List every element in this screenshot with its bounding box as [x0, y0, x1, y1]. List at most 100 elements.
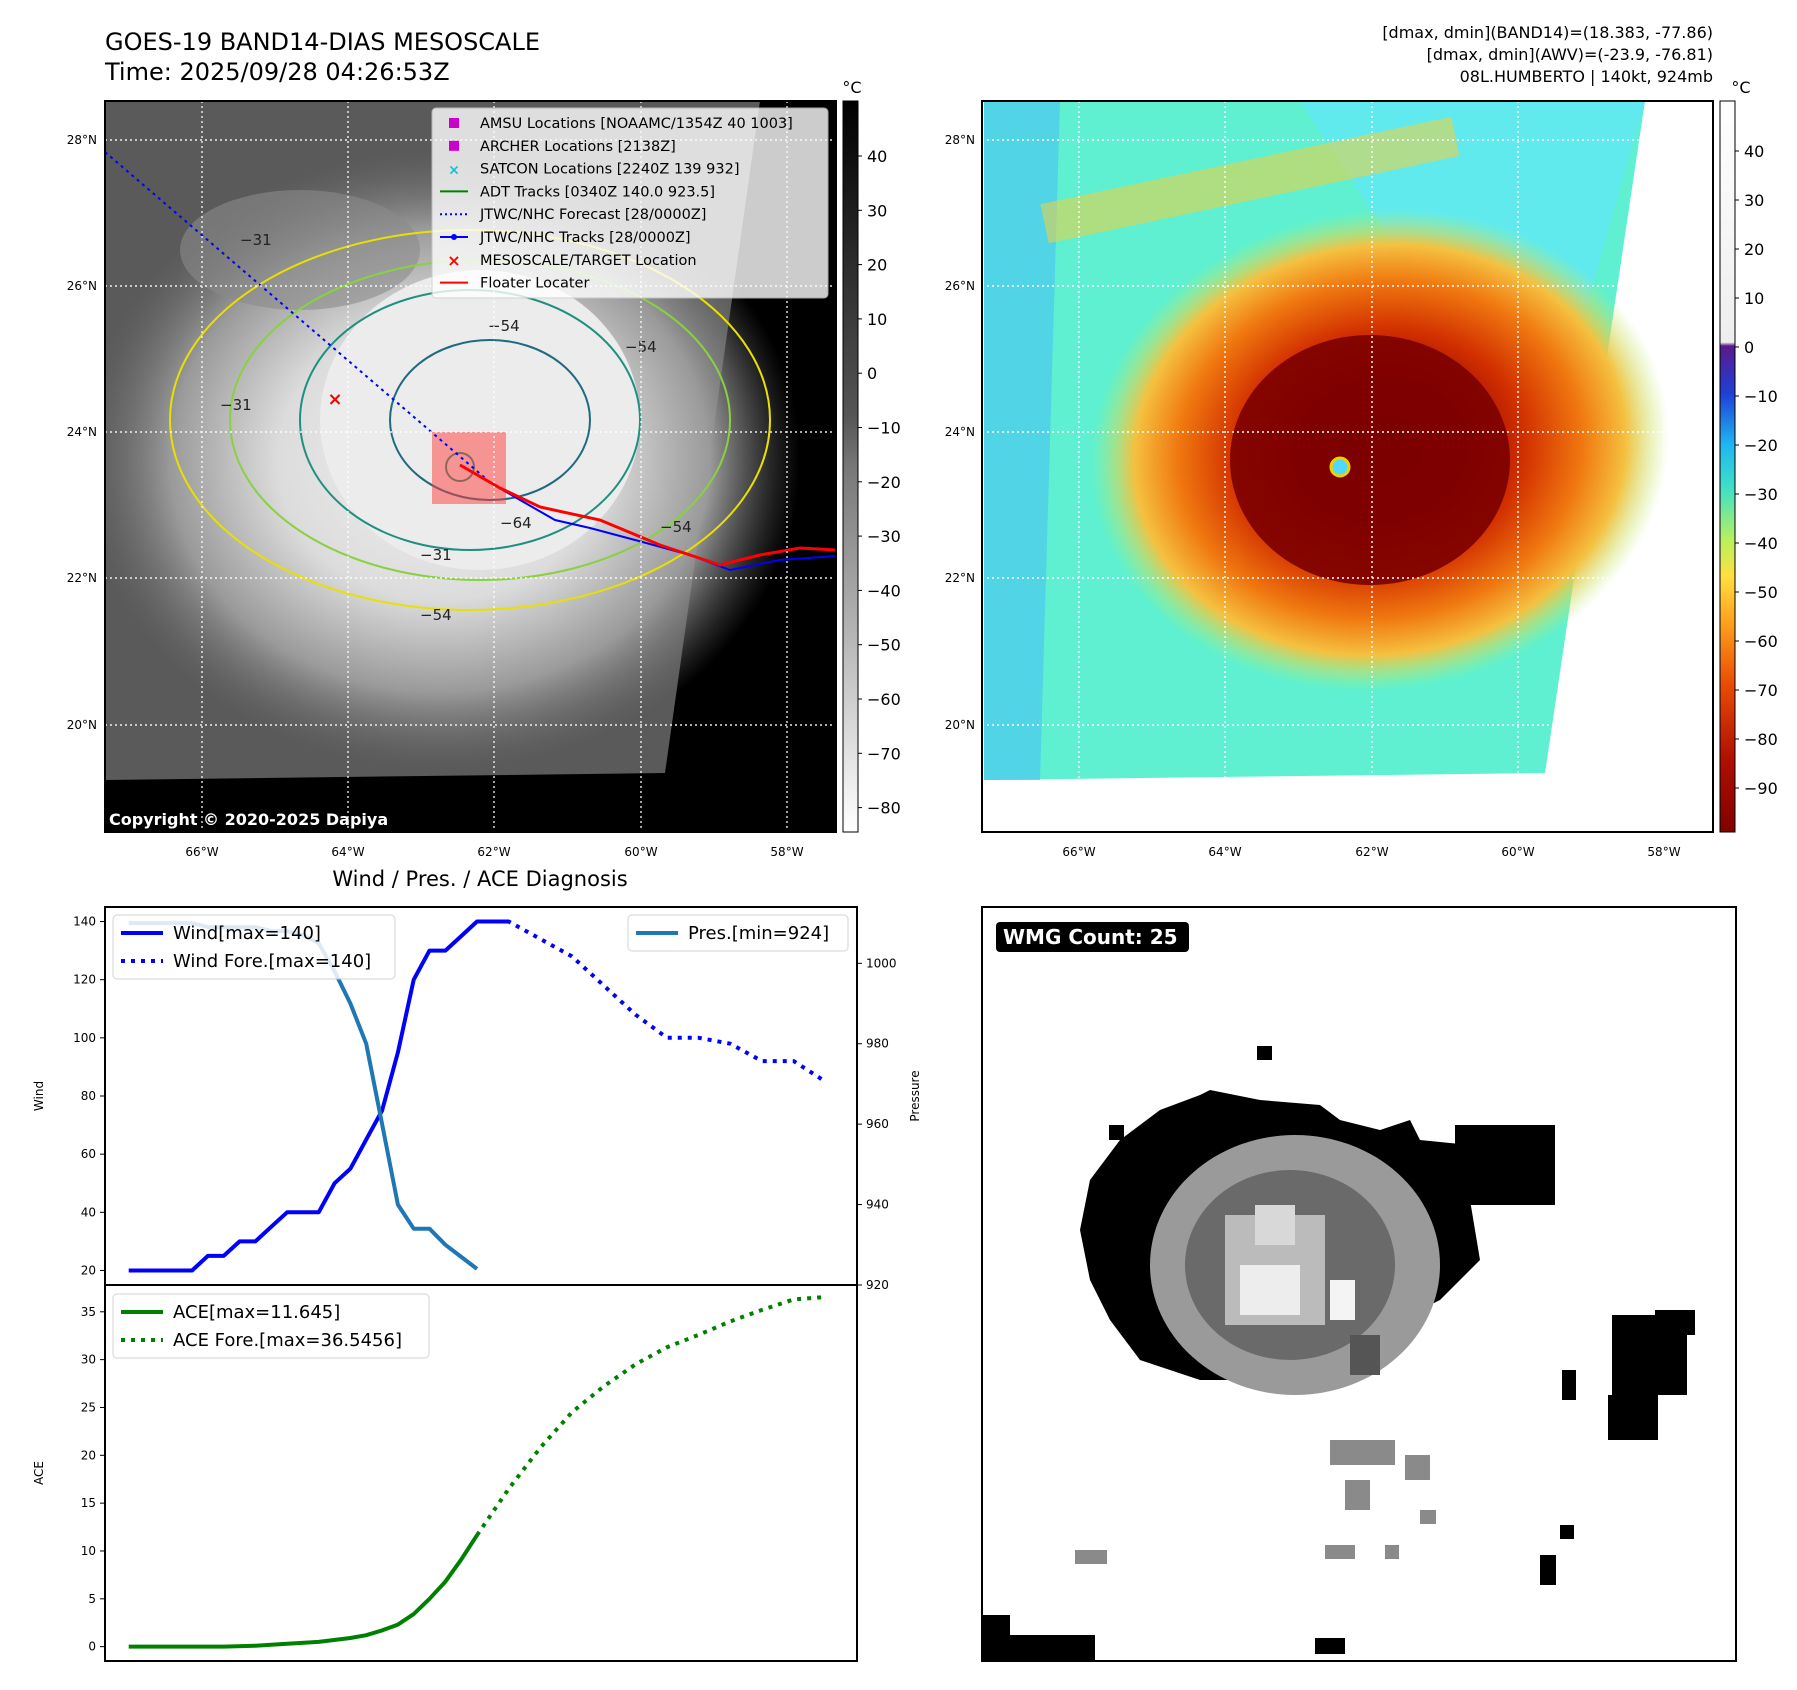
series-line-ace-fore-: [475, 1295, 826, 1537]
legend-marker: ×: [448, 163, 460, 179]
svg-text:64°W: 64°W: [331, 845, 364, 859]
svg-text:62°W: 62°W: [477, 845, 510, 859]
series-line-wind: [128, 919, 509, 1273]
colorbar-tick-label: −60: [867, 690, 901, 709]
svg-text:−54: −54: [660, 518, 692, 536]
y-tick-label: 10: [81, 1544, 96, 1558]
figure-title: GOES-19 BAND14-DIAS MESOSCALE: [105, 28, 540, 56]
colorbar-tick-label: −60: [1744, 632, 1778, 651]
svg-text:60°W: 60°W: [1501, 845, 1534, 859]
y-tick-label: 15: [81, 1496, 96, 1510]
mesoscale-target-box: [432, 432, 506, 504]
colorbar-tick-label: −90: [1744, 779, 1778, 798]
legend-label: ACE Fore.[max=36.5456]: [173, 1330, 402, 1351]
y-tick-label: 5: [88, 1592, 96, 1606]
y-tick-label: 0: [88, 1640, 96, 1654]
y-tick-label: 40: [81, 1205, 96, 1219]
svg-text:66°W: 66°W: [185, 845, 218, 859]
colorbar-tick-label: 10: [867, 310, 887, 329]
info-band14: [dmax, dmin](BAND14)=(18.383, -77.86): [1382, 23, 1713, 42]
colorbar-tick-label: −10: [1744, 387, 1778, 406]
colorbar-tick-label: 0: [1744, 338, 1754, 357]
y-right-tick-label: 980: [866, 1037, 889, 1051]
colorbar-tick-label: −70: [867, 744, 901, 763]
legend-label: Wind Fore.[max=140]: [173, 951, 371, 972]
colorbar-tick-label: 30: [1744, 191, 1764, 210]
colorbar-tick-label: −70: [1744, 681, 1778, 700]
svg-text:58°W: 58°W: [770, 845, 803, 859]
legend-label: Pres.[min=924]: [688, 923, 829, 944]
svg-text:24°N: 24°N: [945, 425, 975, 439]
svg-text:64°W: 64°W: [1208, 845, 1241, 859]
ace-chart: 0 5 10 15 20 25 30 35 ACE ACE[max=11.645] ACE Fore…: [32, 1284, 858, 1662]
legend-box: [112, 914, 396, 980]
wind-pressure-chart: 20 40 60 80 100 120 140 920 940 960 980 1000 Pressur…: [32, 906, 922, 1292]
svg-text:20°N: 20°N: [945, 718, 975, 732]
y-tick-label: 30: [81, 1353, 96, 1367]
svg-text:−31: −31: [240, 231, 272, 249]
colorbar-tick-label: 10: [1744, 289, 1764, 308]
svg-text:−64: −64: [500, 514, 532, 532]
svg-text:28°N: 28°N: [945, 133, 975, 147]
legend-box: [112, 1293, 430, 1359]
legend-label: ACE[max=11.645]: [173, 1302, 340, 1323]
y-tick-label: 60: [81, 1147, 96, 1161]
y-tick-label: 80: [81, 1089, 96, 1103]
diagnosis-title: Wind / Pres. / ACE Diagnosis: [332, 867, 627, 891]
awv-colorbar: °C 40 30 20 10 0 −10 −20 −30 −40 −50 −60 −70 −80 −90: [1719, 78, 1778, 833]
awv-gridlines: [982, 101, 1713, 832]
ir-colorbar: °C 40 30 20 10 0 −10 −20 −30 −40 −50 −60 −70 −80: [842, 78, 901, 833]
legend-label: Floater Locater: [480, 276, 589, 292]
wmg-panel: WMG Count: 25: [981, 906, 1737, 1662]
y-tick-label: 100: [73, 1031, 96, 1045]
colorbar-tick-label: −40: [1744, 534, 1778, 553]
svg-text:−31: −31: [420, 546, 452, 564]
legend-label: Wind[max=140]: [173, 923, 321, 944]
y-right-tick-label: 1000: [866, 956, 897, 970]
awv-eye: [1329, 456, 1351, 478]
colorbar-tick-label: 20: [867, 256, 887, 275]
legend-marker: ×: [447, 251, 460, 270]
y-axis-label: Wind: [32, 1081, 46, 1111]
legend-label: ADT Tracks [0340Z 140.0 923.5]: [480, 184, 715, 200]
colorbar-tick-label: −80: [1744, 730, 1778, 749]
colorbar-tick-label: −30: [1744, 485, 1778, 504]
colorbar-tick-label: −20: [867, 473, 901, 492]
legend-label: ARCHER Locations [2138Z]: [480, 139, 676, 155]
y-right-axis-label: Pressure: [908, 1070, 922, 1121]
info-storm: 08L.HUMBERTO | 140kt, 924mb: [1460, 67, 1713, 86]
legend-box: [627, 914, 849, 952]
colorbar-tick-label: −40: [867, 581, 901, 600]
svg-text:26°N: 26°N: [945, 279, 975, 293]
plot-frame: [104, 1284, 858, 1662]
legend-marker: [451, 234, 457, 240]
y-tick-label: 25: [81, 1400, 96, 1414]
colorbar-tick-label: 40: [867, 147, 887, 166]
colorbar-tick-label: −50: [1744, 583, 1778, 602]
ir-lon-labels: 66°W 64°W 62°W 60°W 58°W: [185, 845, 803, 859]
colorbar-tick-label: −20: [1744, 436, 1778, 455]
colorbar-tick-label: −10: [867, 419, 901, 438]
y-tick-label: 35: [81, 1305, 96, 1319]
awv-lat-labels: 28°N 26°N 24°N 22°N 20°N: [945, 133, 975, 732]
info-awv: [dmax, dmin](AWV)=(-23.9, -76.81): [1427, 45, 1713, 64]
colorbar-tick-label: −50: [867, 636, 901, 655]
legend-label: JTWC/NHC Forecast [28/0000Z]: [479, 207, 706, 223]
series-line-ace: [128, 1534, 479, 1649]
colorbar-tick-label: 40: [1744, 142, 1764, 161]
svg-text:62°W: 62°W: [1355, 845, 1388, 859]
svg-text:°C: °C: [1731, 78, 1750, 97]
copyright-text: Copyright © 2020-2025 Dapiya: [109, 810, 388, 829]
ir-legend: AMSU Locations [NOAAMC/1354Z 40 1003] ARC…: [431, 107, 829, 299]
floater-locater-line: [459, 463, 836, 567]
y-right-tick-label: 920: [866, 1278, 889, 1292]
svg-text:26°N: 26°N: [67, 279, 97, 293]
awv-lon-labels: 66°W 64°W 62°W 60°W 58°W: [1062, 845, 1680, 859]
colorbar-tick-label: 30: [867, 201, 887, 220]
colorbar-tick-label: 20: [1744, 240, 1764, 259]
y-tick-label: 20: [81, 1263, 96, 1277]
colorbar-tick-label: 0: [867, 364, 877, 383]
y-right-tick-label: 940: [866, 1198, 889, 1212]
y-tick-label: 140: [73, 915, 96, 929]
